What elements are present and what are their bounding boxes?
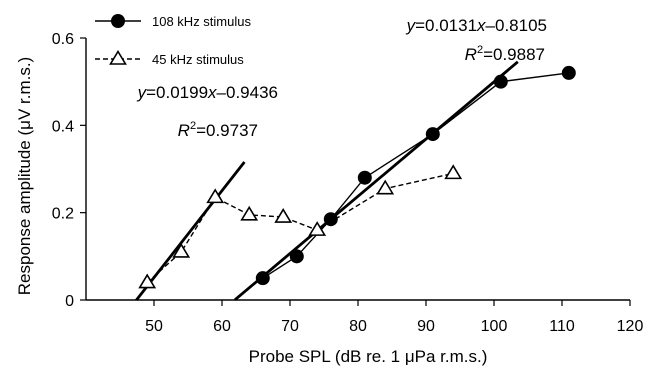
fit-equation-45: y=0.0199x–0.9436 (137, 83, 278, 102)
data-point-108khz (255, 271, 270, 286)
data-point-108khz (561, 65, 576, 80)
fit-r2-108: R2=0.9887 (465, 44, 545, 64)
y-ticks: 0 0.2 0.4 0.6 (52, 31, 86, 310)
legend-label-45: 45 kHz stimulus (152, 52, 244, 67)
x-tick-label: 90 (417, 318, 435, 335)
data-point-45khz (376, 179, 395, 195)
data-point-45khz (206, 188, 225, 204)
y-axis-label: Response amplitude (μV r.m.s.) (15, 57, 34, 295)
y-tick-label: 0.2 (52, 206, 74, 223)
x-axis-label: Probe SPL (dB re. 1 μPa r.m.s.) (249, 347, 488, 366)
data-point-45khz (172, 242, 191, 258)
legend-marker-108 (111, 14, 125, 28)
data-point-108khz (493, 74, 508, 89)
data-point-45khz (444, 164, 463, 180)
x-tick-label: 120 (617, 318, 644, 335)
data-point-45khz (240, 205, 259, 221)
data-point-108khz (425, 127, 440, 142)
y-tick-label: 0.4 (52, 118, 74, 135)
x-tick-label: 110 (549, 318, 575, 335)
series-line-1 (146, 172, 454, 284)
x-tick-label: 80 (349, 318, 367, 335)
x-tick-label: 70 (281, 318, 299, 335)
data-point-45khz (274, 207, 293, 223)
y-tick-label: 0 (65, 293, 74, 310)
legend-marker-45 (109, 49, 127, 65)
fit-lines (135, 60, 519, 302)
data-point-108khz (323, 212, 338, 227)
data-point-108khz (357, 170, 372, 185)
regression-line-108khz (234, 60, 519, 301)
fit-equation-108: y=0.0131x–0.8105 (406, 16, 547, 35)
data-point-45khz (308, 221, 327, 236)
data-point-108khz (289, 249, 304, 264)
x-tick-label: 50 (145, 318, 163, 335)
fit-r2-45: R2=0.9737 (178, 120, 258, 140)
x-ticks: 50 60 70 80 90 100 110 120 (145, 300, 643, 335)
y-tick-label: 0.6 (52, 31, 74, 48)
data-point-45khz (138, 273, 157, 289)
legend: 108 kHz stimulus 45 kHz stimulus (95, 14, 251, 67)
regression-line-45khz (135, 161, 246, 302)
series (138, 65, 576, 289)
legend-label-108: 108 kHz stimulus (152, 14, 251, 29)
series-line-0 (262, 72, 569, 279)
x-tick-label: 60 (213, 318, 231, 335)
x-tick-label: 100 (481, 318, 508, 335)
